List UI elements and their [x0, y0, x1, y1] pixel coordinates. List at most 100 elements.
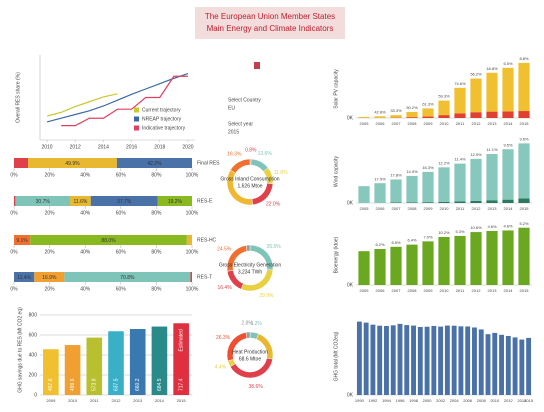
control-value[interactable]: EU [228, 105, 235, 111]
x-tick-label: 2008 [408, 288, 418, 293]
x-tick-label: 1998 [409, 398, 419, 403]
bar-segment [454, 163, 466, 202]
annotation: 4.6% [487, 224, 497, 229]
y-axis-label: Overall RES share (%) [15, 72, 21, 123]
x-tick-label: 2008 [408, 121, 418, 126]
bar-segment [502, 67, 514, 112]
x-tick-label: 2011 [456, 288, 465, 293]
bar [485, 334, 491, 395]
annotation: 6.5% [391, 240, 401, 245]
x-tick-label: 2014 [517, 398, 527, 403]
data-label: 684.5 [157, 378, 163, 391]
bar [108, 331, 124, 395]
bar-segment [486, 72, 498, 112]
bar-segment [470, 78, 482, 113]
annotation: 12.2% [438, 160, 450, 165]
bar-segment [502, 149, 514, 200]
data-label: 11.4% [17, 275, 31, 281]
bar-segment [518, 227, 530, 285]
bar-segment [422, 116, 434, 118]
annotation: 6.5% [503, 61, 513, 66]
x-tick-label: 2012 [70, 144, 81, 150]
bar-segment [14, 158, 29, 168]
bar-segment [470, 200, 482, 203]
x-tick-label: 2009 [424, 121, 434, 126]
x-tick-label: 1994 [382, 398, 392, 403]
x-tick-label: 20% [45, 210, 56, 216]
x-tick-label: 20% [45, 286, 56, 292]
bar-segment [502, 111, 514, 118]
x-tick-label: 2020 [182, 144, 193, 150]
y-tick-label: 0K [347, 115, 354, 121]
annotation: 5.2% [519, 221, 529, 226]
legend-label: NREAP trajectory [142, 116, 182, 122]
annotation: 17.9% [374, 176, 386, 181]
data-label: 4.4% [215, 365, 227, 371]
x-tick-label: 2006 [376, 288, 386, 293]
bar-segment [518, 111, 530, 118]
data-label: 457.6 [48, 378, 54, 391]
x-tick-label: 2015 [520, 206, 530, 211]
donut-title: Gross Electricity Generation [219, 262, 281, 268]
y-axis-label: Wind capacity [333, 155, 339, 187]
title-box [195, 7, 345, 39]
x-tick-label: 2004 [450, 398, 460, 403]
annotation: 4.6% [503, 224, 513, 229]
bar-segment [438, 237, 450, 285]
x-tick-label: 2014 [504, 288, 514, 293]
annotation: 59.3% [438, 94, 450, 99]
x-tick-label: 2011 [456, 121, 465, 126]
bar-segment [30, 235, 187, 245]
x-tick-label: 80% [151, 210, 162, 216]
bar [451, 325, 457, 395]
bar-segment [454, 87, 466, 114]
bar [492, 332, 498, 395]
bar-segment [358, 186, 370, 203]
data-label: 16.9% [42, 275, 57, 281]
bar-segment [70, 196, 91, 206]
x-tick-label: 2013 [133, 398, 143, 403]
x-tick-label: 2012 [472, 206, 482, 211]
bar-segment [406, 117, 418, 118]
x-tick-label: 40% [80, 286, 91, 292]
bar [512, 337, 518, 395]
data-label: 11.6% [73, 199, 87, 205]
bar-segment [406, 202, 418, 203]
bar-segment [406, 111, 418, 118]
control-value[interactable]: 2015 [228, 129, 239, 135]
annotation: 11.1% [486, 147, 497, 152]
x-tick-label: 100% [186, 249, 199, 255]
legend-swatch [134, 107, 139, 113]
annotation: 50.2% [406, 105, 418, 110]
y-tick-label: 200 [29, 372, 38, 378]
x-tick-label: 2013 [488, 206, 498, 211]
bar-segment [502, 199, 514, 203]
x-tick-label: 2014 [504, 121, 514, 126]
y-tick-label: 800 [29, 312, 38, 318]
x-tick-label: 2012 [112, 398, 122, 403]
x-tick-label: 0% [10, 286, 18, 292]
x-tick-label: 2018 [154, 144, 165, 150]
bar-segment [470, 112, 482, 118]
annotation: 7.0% [423, 234, 433, 239]
bar-segment [486, 200, 498, 203]
bar-segment [390, 246, 402, 285]
bar-segment [15, 196, 71, 206]
x-tick-label: 2010 [41, 144, 52, 150]
data-label: 637.5 [113, 378, 119, 391]
annotation: 10.6% [470, 225, 482, 230]
x-tick-label: 1990 [355, 398, 365, 403]
data-label: 13.6% [258, 151, 273, 157]
bar [526, 337, 532, 395]
x-tick-label: 2009 [46, 398, 56, 403]
x-tick-label: 2010 [490, 398, 500, 403]
donut-value: 68.6 Mtoe [239, 356, 261, 362]
x-tick-label: 2016 [126, 144, 137, 150]
legend-label: Current trajectory [142, 107, 181, 113]
bar [384, 325, 389, 395]
line-series [46, 93, 118, 117]
bar-segment [358, 251, 370, 285]
x-tick-label: 60% [116, 249, 127, 255]
bar [411, 325, 416, 395]
